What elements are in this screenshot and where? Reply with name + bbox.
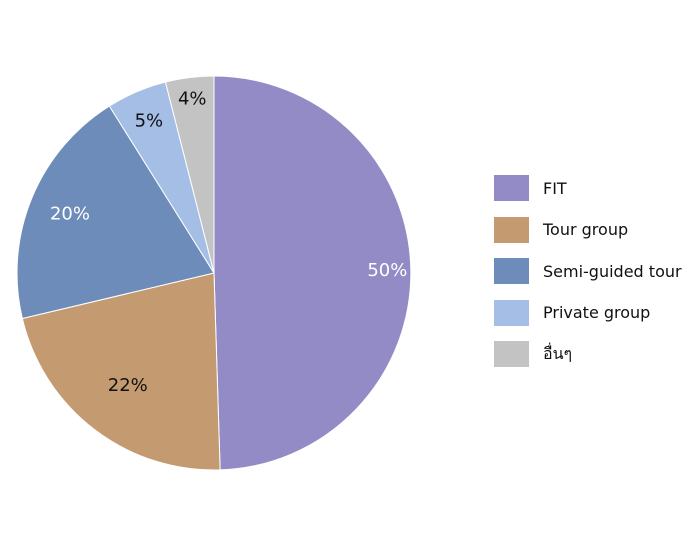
legend-label-1: Tour group <box>543 220 629 239</box>
pie-slice-label-0: 50% <box>367 260 407 281</box>
pie-slice-label-3: 5% <box>135 110 164 131</box>
legend-swatch-1 <box>494 216 529 243</box>
pie-slice-label-4: 4% <box>178 89 207 110</box>
pie-slice-label-1: 22% <box>108 375 148 396</box>
pie-slice-label-2: 20% <box>50 204 90 225</box>
legend-label-3: Private group <box>543 303 651 322</box>
pie-slice-0 <box>213 75 412 471</box>
pie-slice-2 <box>16 105 215 320</box>
legend-label-2: Semi-guided tour <box>543 261 682 281</box>
legend-item-3: Private group <box>494 299 690 326</box>
legend-label-4: อื่นๆ <box>543 343 573 363</box>
legend-item-2: Semi-guided tour <box>494 258 690 284</box>
legend-item-4: อื่นๆ <box>494 341 690 367</box>
legend-item-0: FIT <box>494 175 690 201</box>
pie-slice-1 <box>21 272 221 471</box>
chart-legend: FIT Tour group Semi-guided tour Private gro… <box>494 175 690 383</box>
legend-swatch-3 <box>494 299 529 326</box>
legend-swatch-4 <box>494 341 529 367</box>
legend-label-0: FIT <box>543 178 567 198</box>
pie-slice-4 <box>164 75 215 274</box>
legend-item-1: Tour group <box>494 216 690 243</box>
legend-swatch-2 <box>494 258 529 284</box>
legend-swatch-0 <box>494 175 529 201</box>
